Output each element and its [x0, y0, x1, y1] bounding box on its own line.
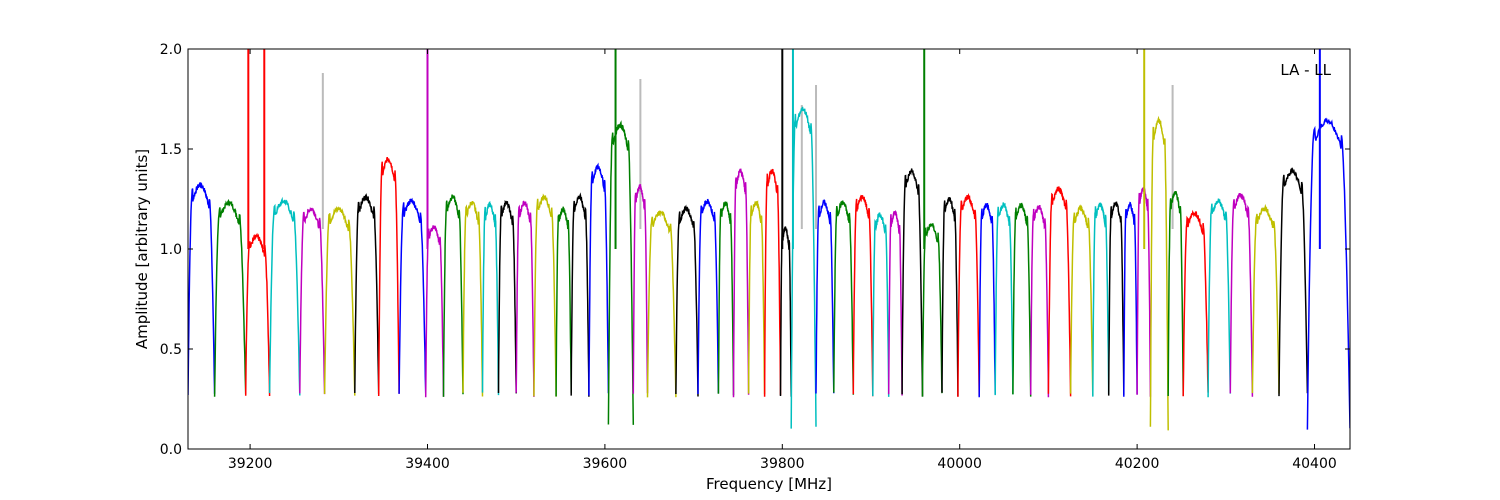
y-axis-label: Amplitude [arbitrary units]: [133, 149, 151, 349]
series-segment-37: [941, 196, 959, 397]
tick-layer: 39200 39400 39600 39800 40000 40200 40400 0.0 0.…: [160, 42, 1350, 472]
y-tick-label: 2.0: [160, 42, 182, 58]
series-segment-31: [833, 200, 855, 395]
annotation-label: LA - LL: [1280, 61, 1331, 79]
series-segment-49: [1149, 115, 1169, 431]
x-tick-label: 40400: [1292, 456, 1337, 472]
series-segment-42: [1029, 204, 1050, 398]
x-tick-label: 40000: [937, 456, 982, 472]
series-segment-23: [697, 198, 720, 395]
series-segment-46: [1107, 201, 1125, 396]
series-segment-24: [717, 201, 735, 396]
series-segment-10: [442, 194, 464, 397]
series-segment-29: [790, 106, 817, 429]
series-segment-16: [555, 206, 572, 397]
series-segment-13: [497, 199, 517, 394]
x-tick-label: 39200: [228, 456, 273, 472]
series-segment-44: [1069, 204, 1094, 396]
series-segment-36: [921, 223, 943, 397]
x-tick-label: 39600: [583, 456, 628, 472]
series-segment-45: [1092, 201, 1110, 397]
y-tick-label: 1.5: [160, 142, 182, 158]
series-segment-9: [424, 225, 445, 398]
series-segment-0: [188, 181, 216, 396]
series-segment-54: [1251, 203, 1280, 394]
series-segment-34: [887, 209, 903, 396]
series-segment-12: [481, 200, 500, 396]
series-segment-51: [1182, 209, 1209, 397]
series-segment-19: [607, 120, 635, 425]
series-segment-3: [268, 196, 301, 396]
series-segment-53: [1229, 193, 1254, 397]
series-segment-17: [570, 192, 590, 397]
series-segment-50: [1167, 191, 1184, 397]
series-segment-47: [1123, 201, 1138, 397]
series-segment-4: [299, 206, 326, 395]
series-segment-35: [901, 168, 924, 397]
series-segment-55: [1278, 167, 1309, 397]
series-segment-32: [852, 194, 874, 397]
series-segment-21: [646, 210, 677, 398]
series-segment-8: [398, 197, 427, 394]
series-segment-40: [994, 202, 1014, 396]
series-segment-33: [872, 212, 890, 397]
x-axis-label: Frequency [MHz]: [706, 475, 832, 493]
series-segment-30: [815, 198, 835, 394]
series-segment-15: [533, 193, 557, 397]
series-segment-39: [978, 202, 996, 398]
series-layer: [188, 49, 1350, 431]
series-segment-43: [1047, 186, 1072, 397]
series-segment-18: [588, 162, 610, 396]
series-segment-27: [763, 168, 782, 397]
series-segment-26: [747, 200, 766, 395]
series-segment-20: [632, 184, 649, 394]
x-tick-label: 39400: [405, 456, 450, 472]
y-tick-label: 1.0: [160, 242, 182, 258]
series-segment-22: [675, 204, 699, 397]
series-segment-1: [213, 198, 247, 397]
series-segment-41: [1012, 202, 1032, 397]
series-segment-52: [1207, 198, 1232, 398]
x-tick-label: 40200: [1115, 456, 1160, 472]
series-segment-25: [732, 168, 750, 398]
series-segment-14: [515, 200, 535, 397]
x-tick-label: 39800: [760, 456, 805, 472]
series-segment-7: [377, 156, 400, 397]
series-segment-2: [244, 232, 271, 397]
y-tick-label: 0.0: [160, 442, 182, 458]
series-segment-5: [323, 205, 356, 396]
series-segment-6: [354, 193, 380, 395]
series-segment-56: [1306, 117, 1350, 430]
series-segment-11: [462, 201, 484, 397]
y-tick-label: 0.5: [160, 342, 182, 358]
series-segment-38: [957, 192, 980, 397]
